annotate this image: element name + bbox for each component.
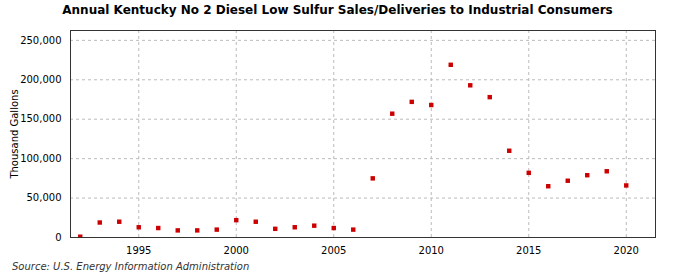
html-text:Source: U.S. Energy Informatio: Source: U.S. Energy Information Administ… — [12, 261, 250, 272]
svg-text:2020: 2020 — [614, 245, 639, 256]
svg-text:150,000: 150,000 — [20, 113, 61, 124]
svg-text:200,000: 200,000 — [20, 74, 61, 85]
svg-text:100,000: 100,000 — [20, 153, 61, 164]
svg-text:Thousand Gallons: Thousand Gallons — [9, 89, 20, 179]
svg-text:2005: 2005 — [321, 245, 346, 256]
svg-text:1995: 1995 — [126, 245, 151, 256]
svg-text:250,000: 250,000 — [20, 35, 61, 46]
svg-text:2010: 2010 — [419, 245, 444, 256]
svg-text:2015: 2015 — [516, 245, 541, 256]
html-text:Annual Kentucky No 2 Diesel Lo: Annual Kentucky No 2 Diesel Low Sulfur S… — [62, 3, 613, 17]
svg-text:50,000: 50,000 — [27, 192, 62, 203]
svg-text:0: 0 — [55, 232, 61, 243]
svg-text:2000: 2000 — [224, 245, 249, 256]
